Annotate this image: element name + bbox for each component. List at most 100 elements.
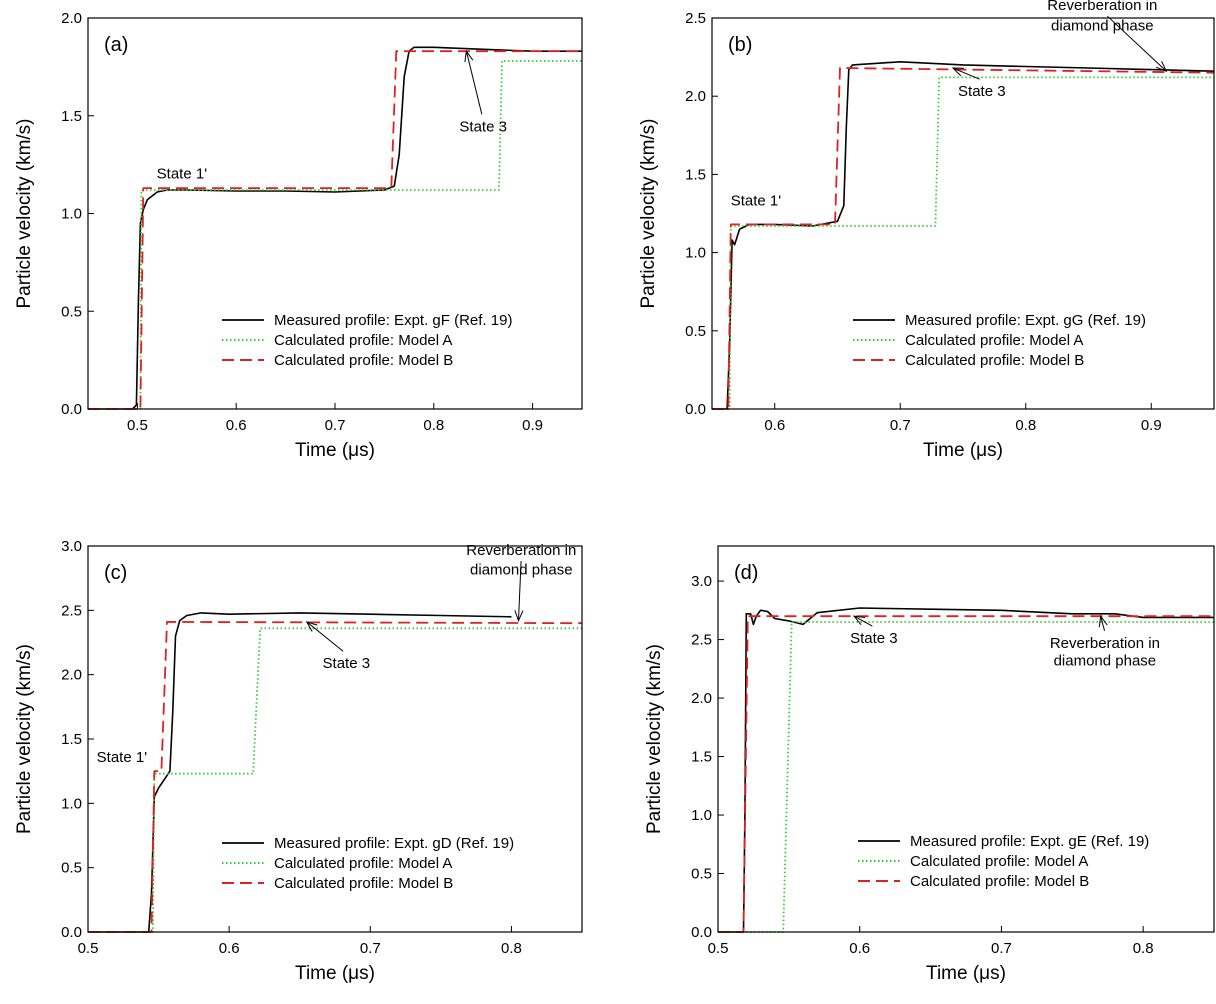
y-tick-label: 1.5: [61, 108, 82, 125]
y-tick-label: 1.0: [691, 807, 712, 824]
annotation-arrow: [517, 560, 522, 621]
legend-entry: Calculated profile: Model B: [910, 873, 1089, 890]
legend-entry: Calculated profile: Model A: [274, 332, 452, 349]
panel-label: (c): [104, 562, 127, 584]
y-tick-label: 2.5: [685, 10, 706, 27]
chart-panel-1: 0.0 0.5 1.0 1.5 2.0 2.5 0.6 0.7 0.8 0.9 Time (μs) P…: [638, 0, 1215, 461]
panel-label: (d): [734, 562, 758, 584]
x-tick-label: 0.8: [501, 940, 522, 957]
y-tick-label: 2.0: [685, 88, 706, 105]
y-tick-label: 1.5: [691, 749, 712, 766]
x-tick-label: 0.5: [708, 940, 729, 957]
series-line-1-2: [712, 67, 1215, 410]
annotation-arrow: [1107, 15, 1167, 72]
y-axis-label: Particle velocity (km/s): [14, 118, 35, 308]
series-line-0-0: [88, 46, 582, 410]
y-tick-label: 3.0: [61, 538, 82, 555]
annotation-label: State 1': [97, 749, 148, 766]
chart-panel-0: 0.0 0.5 1.0 1.5 2.0 0.5 0.6 0.7 0.8 0.9 Time (μs) P…: [14, 10, 583, 461]
x-tick-label: 0.6: [849, 940, 870, 957]
x-tick-label: 0.7: [890, 417, 911, 434]
y-tick-label: 1.5: [685, 166, 706, 183]
annotation-label: State 3: [323, 655, 371, 672]
annotation-arrowhead: [305, 621, 318, 632]
panel-label: (a): [104, 34, 128, 56]
legend-entry: Measured profile: Expt. gG (Ref. 19): [905, 312, 1146, 329]
legend-entry: Calculated profile: Model B: [905, 352, 1084, 369]
annotation-arrowhead: [514, 610, 524, 622]
plot-frame: [87, 17, 583, 410]
series-line-2-2: [88, 621, 583, 933]
annotation-arrow: [952, 67, 980, 80]
series-line-3-0: [718, 607, 1214, 933]
y-tick-label: 2.5: [691, 632, 712, 649]
annotation-arrowhead: [852, 615, 866, 625]
x-tick-label: 0.7: [360, 940, 381, 957]
x-axis-label: Time (μs): [295, 963, 375, 984]
annotation-label: Reverberation in: [1050, 635, 1160, 652]
series-line-3-2: [718, 615, 1214, 933]
x-tick-label: 0.8: [423, 417, 444, 434]
y-tick-label: 2.0: [61, 10, 82, 27]
annotation-arrowhead: [951, 67, 964, 77]
legend-entry: Measured profile: Expt. gD (Ref. 19): [274, 835, 514, 852]
y-tick-label: 2.0: [691, 690, 712, 707]
x-tick-label: 0.8: [1133, 940, 1154, 957]
annotation-label: diamond phase: [470, 561, 573, 578]
x-tick-label: 0.7: [991, 940, 1012, 957]
series-line-1-0: [712, 60, 1215, 410]
y-tick-label: 3.0: [691, 573, 712, 590]
annotation-label: diamond phase: [1051, 18, 1154, 35]
x-axis-label: Time (μs): [923, 440, 1003, 461]
x-axis-label: Time (μs): [926, 963, 1006, 984]
y-tick-label: 0.5: [61, 303, 82, 320]
x-tick-label: 0.8: [1015, 417, 1036, 434]
panel-label: (b): [728, 34, 752, 56]
annotation-label: Reverberation in: [466, 542, 576, 559]
y-axis-label: Particle velocity (km/s): [638, 118, 659, 308]
y-tick-label: 1.5: [61, 731, 82, 748]
x-tick-label: 0.6: [219, 940, 240, 957]
y-tick-label: 0.0: [691, 924, 712, 941]
series-line-2-1: [88, 627, 582, 933]
y-tick-label: 0.0: [61, 924, 82, 941]
y-tick-label: 0.0: [61, 401, 82, 418]
annotation-label: State 3: [958, 83, 1006, 100]
annotation-label: Reverberation in: [1047, 0, 1157, 14]
legend-entry: Calculated profile: Model A: [905, 332, 1083, 349]
annotation-label: State 1': [731, 193, 782, 210]
x-tick-label: 0.9: [522, 417, 543, 434]
annotation-arrow: [306, 621, 344, 652]
annotation-arrow: [465, 51, 483, 115]
annotation-arrow: [853, 615, 873, 627]
x-tick-label: 0.9: [1141, 417, 1162, 434]
y-axis-label: Particle velocity (km/s): [14, 644, 35, 834]
legend-entry: Measured profile: Expt. gE (Ref. 19): [910, 833, 1149, 850]
annotation-label: State 3: [459, 118, 507, 135]
y-tick-label: 1.0: [61, 206, 82, 223]
annotation-arrowhead: [464, 49, 474, 63]
x-tick-label: 0.5: [127, 417, 148, 434]
annotation-label: State 3: [850, 630, 898, 647]
y-tick-label: 0.0: [685, 401, 706, 418]
y-tick-label: 2.5: [61, 602, 82, 619]
legend-entry: Calculated profile: Model A: [274, 855, 452, 872]
legend-entry: Measured profile: Expt. gF (Ref. 19): [274, 312, 512, 329]
y-tick-label: 1.0: [61, 795, 82, 812]
x-tick-label: 0.5: [78, 940, 99, 957]
y-axis-label: Particle velocity (km/s): [644, 644, 665, 834]
legend-entry: Calculated profile: Model A: [910, 853, 1088, 870]
y-tick-label: 2.0: [61, 667, 82, 684]
plot-frame: [717, 545, 1215, 933]
legend-entry: Calculated profile: Model B: [274, 875, 453, 892]
y-tick-label: 0.5: [61, 860, 82, 877]
y-tick-label: 0.5: [685, 323, 706, 340]
annotation-arrowhead: [1098, 614, 1108, 628]
x-tick-label: 0.7: [325, 417, 346, 434]
x-tick-label: 0.6: [764, 417, 785, 434]
annotation-arrowhead: [1155, 61, 1168, 73]
x-tick-label: 0.6: [226, 417, 247, 434]
